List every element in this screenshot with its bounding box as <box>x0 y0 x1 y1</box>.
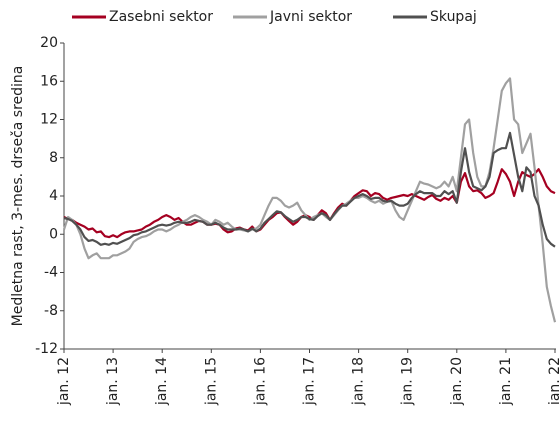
x-tick-label: jan. 22 <box>547 357 559 406</box>
series-line <box>63 168 556 239</box>
x-tick-label: jan. 19 <box>400 357 416 406</box>
x-tick-label: jan. 12 <box>56 357 72 406</box>
legend-label: Skupaj <box>430 9 477 25</box>
x-tick-label: jan. 17 <box>302 357 318 406</box>
legend-label: Javni sektor <box>269 9 352 25</box>
y-tick-label: -8 <box>44 303 58 319</box>
x-tick-label: jan. 21 <box>498 357 514 406</box>
series-line <box>63 131 556 248</box>
y-tick-label: -12 <box>35 341 58 357</box>
x-tick-label: jan. 14 <box>154 357 170 406</box>
y-tick-label: 16 <box>40 73 58 89</box>
legend-label: Zasebni sektor <box>109 9 213 25</box>
y-tick-label: -4 <box>44 265 58 281</box>
series-line <box>62 77 557 323</box>
y-tick-label: 8 <box>49 150 58 166</box>
y-tick-label: 20 <box>40 35 58 51</box>
x-tick-label: jan. 18 <box>351 357 367 406</box>
x-tick-label: jan. 15 <box>203 357 219 406</box>
x-tick-label: jan. 20 <box>449 357 465 406</box>
y-tick-label: 12 <box>40 112 58 128</box>
y-tick-label: 4 <box>49 188 58 204</box>
y-axis-label: Medletna rast, 3-mes. drseča sredina <box>10 66 26 327</box>
y-tick-label: 0 <box>49 226 58 242</box>
x-tick-label: jan. 16 <box>252 357 268 406</box>
x-tick-label: jan. 13 <box>105 357 121 406</box>
